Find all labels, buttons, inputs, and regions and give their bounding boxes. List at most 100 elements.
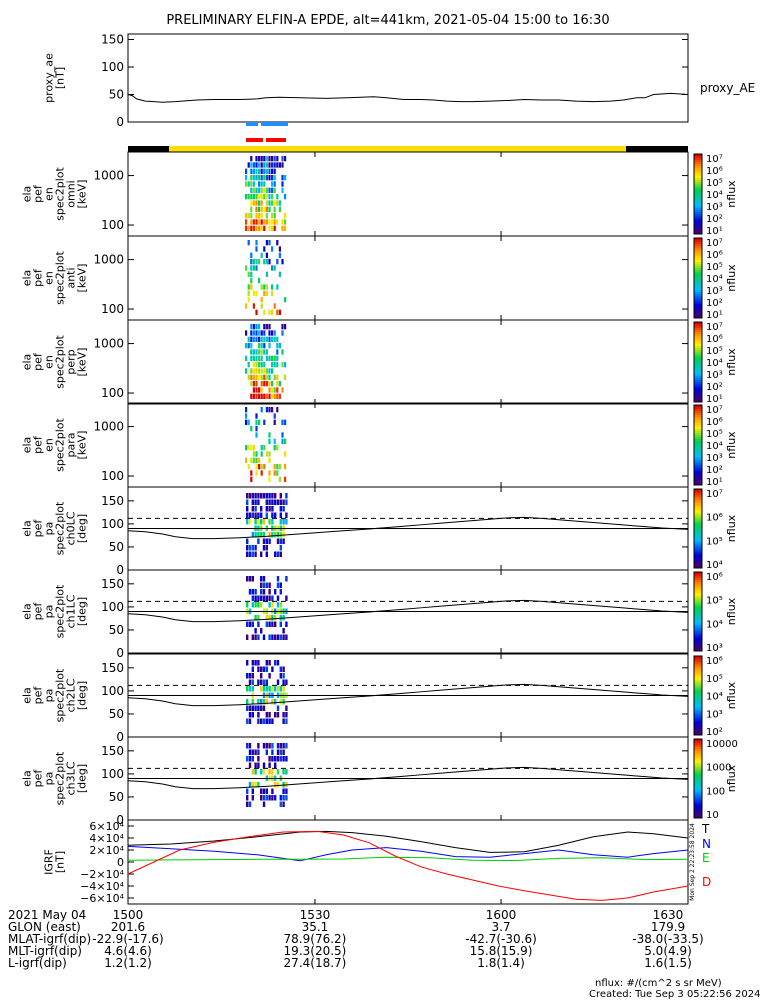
spectrogram-0-cell-4-0 <box>255 156 258 162</box>
spectrogram-3-cell-14-4 <box>281 432 284 438</box>
spectrogram-0-colorbar-cell-30 <box>694 214 702 217</box>
pitch-angle-2-colorbar-frame <box>693 655 703 736</box>
pitch-angle-3-colorbar-cell-30 <box>694 798 702 801</box>
pitch-angle-1-colorbar-cell-16 <box>694 603 702 607</box>
spectrogram-0-cell-10-10 <box>271 219 274 225</box>
spectrogram-3-cell-6-10 <box>260 470 263 476</box>
spectrogram-2-colorbar-cell-22 <box>694 366 702 369</box>
spectrogram-0: 1001000elapefenspec2plotomni[keV]10⁷10⁶1… <box>21 151 738 237</box>
pitch-angle-1-cell-6-0 <box>262 576 266 582</box>
spectrogram-2-colorbar-tick-5: 10² <box>706 382 723 393</box>
spectrogram-3-colorbar-cell-2 <box>694 409 702 412</box>
spectrogram-3-ylabel-2: en <box>43 438 56 452</box>
spectrogram-3-colorbar-cell-24 <box>694 453 702 456</box>
pitch-angle-0-cell-9-1 <box>271 499 274 505</box>
pitch-angle-0-ylabel-2: pa <box>43 522 56 536</box>
pitch-angle-0-cell-2-2 <box>251 506 254 512</box>
spectrogram-0-cell-4-1 <box>255 162 258 168</box>
pitch-angle-3-cell-11-4 <box>276 769 280 775</box>
spectrogram-1-colorbar-cell-10 <box>694 258 702 261</box>
pitch-angle-2-colorbar-cell-24 <box>694 703 702 706</box>
spectrogram-3-cell-9-0 <box>268 407 271 413</box>
spectrogram-2-cell-2-7 <box>250 368 253 374</box>
spectrogram-3-cell-4-4 <box>255 432 258 438</box>
spectrogram-2-cell-13-11 <box>278 393 281 399</box>
spectrogram-2-colorbar-cell-27 <box>694 376 702 379</box>
spectrogram-0-cell-3-7 <box>252 200 255 206</box>
pitch-angle-1-frame <box>127 569 689 654</box>
spectrogram-0-cell-10-5 <box>271 187 274 193</box>
spectrogram-0-cell-10-7 <box>271 200 274 206</box>
spectrogram-0-cell-11-10 <box>273 219 276 225</box>
pitch-angle-2-cell-8-2 <box>268 673 271 679</box>
pitch-angle-0-cell-14-0 <box>285 493 288 499</box>
pitch-angle-0-colorbar-tick-2: 10⁵ <box>706 536 723 547</box>
spectrogram-2-colorbar-cell-18 <box>694 358 702 361</box>
spectrogram-2-ylabel-3: spec2plot <box>54 335 67 389</box>
spectrogram-0-colorbar-cell-15 <box>694 184 702 187</box>
pitch-angle-2-cell-13-1 <box>282 666 285 672</box>
pitch-angle-3-colorbar-cell-17 <box>694 772 702 776</box>
spectrogram-3-cell-14-5 <box>281 438 284 444</box>
spectrogram-0-cell-5-9 <box>258 213 261 219</box>
spectrogram-2-cell-0-7 <box>245 368 248 374</box>
pitch-angle-0-cell-5-6 <box>260 532 263 538</box>
spectrogram-0-colorbar-cell-20 <box>694 194 702 197</box>
pitch-angle-1-colorbar-cell-26 <box>694 623 702 626</box>
spectrogram-3-frame <box>127 402 689 488</box>
spectrogram-0-ylabel-1: pef <box>32 184 45 203</box>
spectrogram-0-cell-3-10 <box>252 219 255 225</box>
pitch-angle-1-cell-2-2 <box>251 589 254 595</box>
pitch-angle-0-colorbar-cell-23 <box>694 534 702 537</box>
spectrogram-0-ylabel-2: en <box>43 187 56 201</box>
spectrogram-1-colorbar-cell-36 <box>694 310 702 313</box>
pitch-angle-2-colorbar-cell-2 <box>694 659 702 663</box>
pitch-angle-3-cell-7-8 <box>265 795 268 801</box>
pitch-angle-1-cell-11-3 <box>276 595 280 601</box>
pitch-angle-2-ytick-label-2: 100 <box>101 684 124 698</box>
spectrogram-3-cell-4-10 <box>255 470 258 476</box>
spectrogram-0-colorbar-tick-3: 10⁴ <box>706 190 723 201</box>
pitch-angle-2-cell-0-6 <box>246 699 249 705</box>
pitch-angle-1-colorbar-cell-7 <box>694 585 702 589</box>
spectrogram-2-colorbar-cell-11 <box>694 344 702 347</box>
spectrogram-0-cell-2-6 <box>250 194 253 200</box>
pitch-angle-1-cell-14-9 <box>285 634 288 640</box>
ephemeris-cell-2-3: -38.0(-33.5) <box>632 932 703 946</box>
pitch-angle-2-colorbar-cell-10 <box>694 675 702 679</box>
spectrogram-1-cell-2-5 <box>250 271 253 277</box>
spectrogram-3-cell-12-0 <box>276 407 279 413</box>
pitch-angle-3-cell-3-3 <box>254 762 257 768</box>
pitch-angle-0-cell-14-4 <box>285 519 288 525</box>
pitch-angle-2-colorbar-cell-7 <box>694 669 702 673</box>
spectrogram-0-colorbar-cell-18 <box>694 190 702 193</box>
pitch-angle-3-cell-0-8 <box>246 795 249 801</box>
pitch-angle-2-cell-5-9 <box>260 718 263 724</box>
spectrogram-1-cell-4-4 <box>255 265 258 271</box>
spectrogram-1-cell-8-8 <box>265 290 268 296</box>
spectrogram-1-cell-1-7 <box>247 284 250 290</box>
pitch-angle-0-cell-4-7 <box>257 538 260 544</box>
pitch-angle-3-colorbar-cell-31 <box>694 800 702 803</box>
pitch-angle-3-colorbar-cell-8 <box>694 754 702 758</box>
pitch-angle-0-cell-7-3 <box>265 512 268 518</box>
spectrogram-3-colorbar-cell-9 <box>694 423 702 426</box>
spectrogram-0-cell-5-4 <box>258 181 261 187</box>
spectrogram-2-colorbar-cell-12 <box>694 346 702 349</box>
pitch-angle-2-colorbar-cell-19 <box>694 693 702 696</box>
spectrogram-2-cell-11-2 <box>273 336 276 342</box>
pitch-angle-3-cell-6-4 <box>262 769 266 775</box>
pitch-angle-2-cell-5-6 <box>260 699 263 705</box>
spectrogram-0-colorbar-cell-9 <box>694 172 702 175</box>
pitch-angle-2-cell-9-1 <box>271 666 274 672</box>
spectrogram-0-cell-10-11 <box>271 225 274 231</box>
spectrogram-0-cell-5-10 <box>258 219 261 225</box>
spectrogram-3-colorbar-cell-18 <box>694 441 702 444</box>
spectrogram-1-colorbar-cell-27 <box>694 292 702 295</box>
igrf-legend-T: T <box>701 822 710 836</box>
pitch-angle-0-cell-4-3 <box>257 512 260 518</box>
pitch-angle-2-cell-9-9 <box>271 718 274 724</box>
pitch-angle-2-colorbar-cell-28 <box>694 711 702 714</box>
spectrogram-1-colorbar-cell-3 <box>694 244 702 247</box>
spectrogram-1-cell-0-10 <box>245 303 248 309</box>
